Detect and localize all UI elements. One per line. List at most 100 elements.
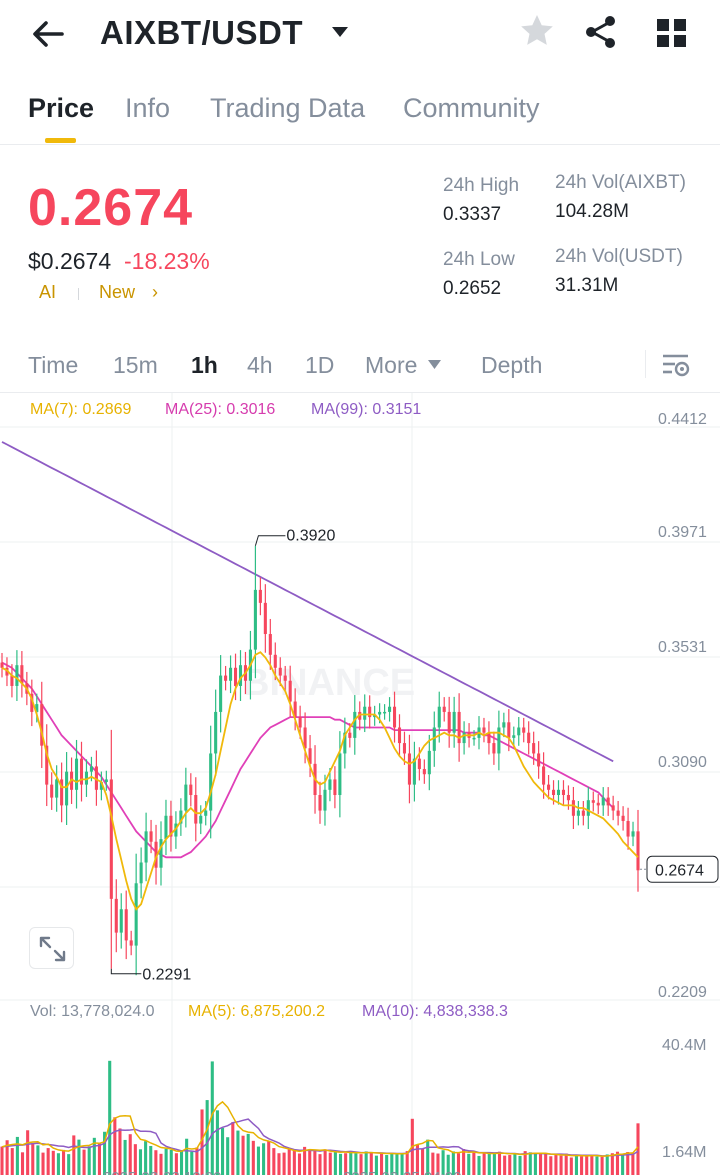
candle-body — [308, 748, 312, 764]
volume-bar — [77, 1139, 81, 1175]
price-chart[interactable]: BINANCE 0.4412 0.3971 0.3531 0.3090 0.2209 0… — [0, 393, 720, 1175]
candle-body — [502, 722, 506, 728]
candle-body — [288, 680, 292, 702]
pair-title[interactable]: AIXBT/USDT — [100, 14, 303, 51]
candle-body — [397, 727, 402, 744]
candle-body — [412, 758, 416, 785]
candle-body — [94, 766, 98, 790]
candle-body — [566, 795, 570, 801]
volume-bar — [482, 1152, 486, 1175]
volume-bar — [333, 1151, 337, 1175]
interval-1h[interactable]: 1h — [191, 352, 218, 378]
candle-body — [114, 898, 118, 933]
volume-bar — [539, 1154, 543, 1175]
candle-body — [517, 727, 521, 736]
interval-1d[interactable]: 1D — [305, 352, 335, 378]
volume-bar — [241, 1135, 245, 1175]
candle-body — [407, 753, 411, 785]
ma7-line — [1, 651, 639, 911]
candle-body — [482, 727, 486, 733]
volume-bar — [41, 1152, 45, 1175]
candle-body — [55, 779, 59, 798]
volume-bar — [210, 1061, 214, 1175]
vol-base-value: 104.28M — [555, 201, 629, 222]
volume-bar — [200, 1109, 204, 1175]
tab-price[interactable]: Price — [28, 93, 95, 123]
new-tag[interactable]: New — [99, 282, 136, 302]
candle-body — [154, 841, 158, 868]
tab-trading-data[interactable]: Trading Data — [210, 93, 366, 123]
volume-bar — [190, 1151, 194, 1175]
candle-body — [492, 743, 496, 754]
candle-body — [621, 815, 625, 821]
candle-body — [89, 766, 93, 772]
chart-settings-icon[interactable] — [661, 352, 691, 380]
star-icon[interactable] — [518, 12, 556, 50]
candle-body — [442, 706, 446, 712]
volume-bar — [97, 1142, 101, 1175]
candle-body — [50, 784, 54, 798]
volume-bar — [215, 1110, 219, 1175]
candle-body — [561, 789, 566, 796]
depth-tab[interactable]: Depth — [481, 352, 543, 378]
volume-bar — [374, 1155, 378, 1175]
volume-bar — [605, 1154, 609, 1175]
candle-body — [417, 758, 421, 770]
chevron-down-icon[interactable] — [331, 26, 349, 38]
interval-15m[interactable]: 15m — [113, 352, 158, 378]
expand-chart-button[interactable] — [29, 927, 74, 969]
volume-bar — [72, 1135, 76, 1175]
interval-4h[interactable]: 4h — [247, 352, 273, 378]
volume-bar — [631, 1153, 635, 1175]
grid-icon[interactable] — [655, 17, 689, 49]
volume-ma5-legend: MA(5): 6,875,200.2 — [188, 1003, 325, 1020]
candle-body — [199, 815, 203, 824]
candle-body — [65, 771, 69, 806]
candle-body — [233, 667, 238, 686]
volume-bar — [87, 1146, 91, 1175]
volume-bar — [456, 1153, 461, 1175]
volume-bar — [544, 1154, 548, 1175]
candle-body — [10, 675, 14, 686]
low-marker-label: 0.2291 — [142, 967, 191, 984]
volume-bar — [385, 1155, 389, 1175]
volume-bar — [256, 1146, 260, 1175]
candle-body — [209, 753, 213, 811]
current-price-badge — [646, 855, 719, 883]
candle-body — [283, 675, 287, 681]
tab-info[interactable]: Info — [125, 93, 171, 123]
volume-bar — [328, 1152, 332, 1175]
volume-bar — [549, 1156, 553, 1175]
interval-more[interactable]: More — [365, 352, 418, 378]
chevron-right-icon[interactable]: › — [152, 282, 158, 302]
x-tick-label: 2025-02-23 10:00 — [103, 1169, 221, 1175]
volume-bar — [574, 1155, 578, 1175]
tab-community[interactable]: Community — [403, 93, 540, 123]
interval-time[interactable]: Time — [28, 352, 79, 378]
candle-body — [636, 831, 640, 871]
chevron-down-icon[interactable] — [428, 360, 441, 369]
ai-tag[interactable]: AI — [39, 282, 57, 302]
volume-bar — [354, 1153, 358, 1175]
volume-bar — [621, 1154, 625, 1175]
candle-body — [35, 704, 39, 712]
high-label: 24h High — [443, 175, 520, 196]
share-icon[interactable] — [582, 14, 620, 50]
candle-body — [606, 797, 610, 806]
volume-bar — [67, 1154, 71, 1175]
volume-bar — [231, 1122, 235, 1175]
ma99-line — [1, 441, 614, 763]
volume-bars: 40.4M 1.64M 2025-02-23 10:00 2025-02-25 04:… — [0, 1037, 706, 1175]
candle-body — [84, 771, 89, 785]
volume-bar — [513, 1153, 517, 1175]
volume-bar — [36, 1145, 40, 1175]
volume-bar — [277, 1153, 281, 1175]
candle-body — [527, 732, 531, 744]
volume-bar — [82, 1149, 86, 1175]
volume-bar — [462, 1148, 466, 1175]
volume-bar — [267, 1141, 271, 1175]
arrow-left-icon[interactable] — [28, 16, 68, 52]
candle-body — [388, 706, 392, 712]
y-tick-label: 0.3971 — [658, 524, 707, 541]
